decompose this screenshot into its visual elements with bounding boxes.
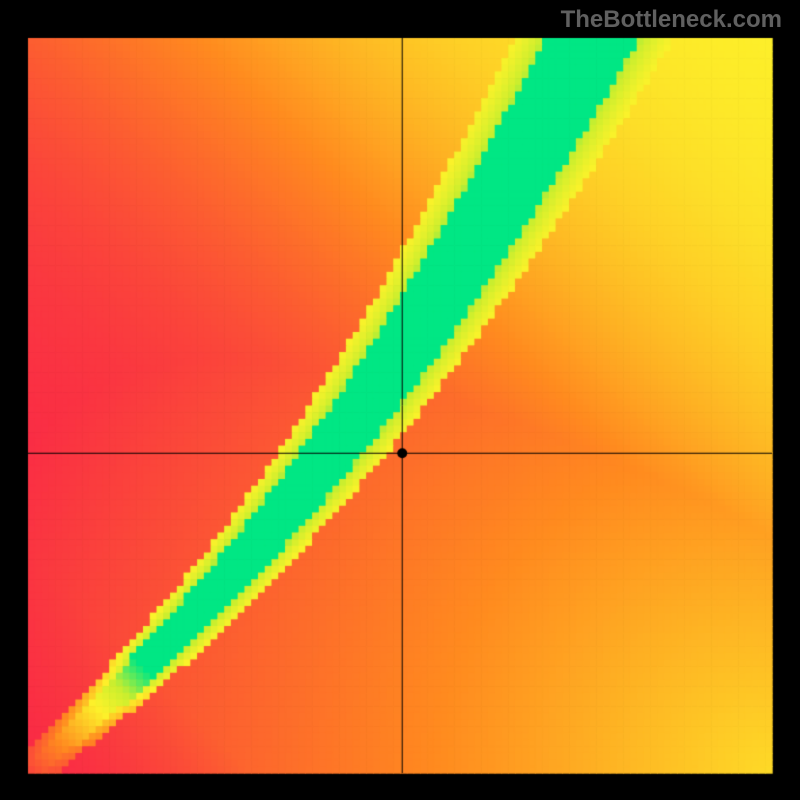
heatmap-canvas bbox=[0, 0, 800, 800]
chart-container: TheBottleneck.com bbox=[0, 0, 800, 800]
